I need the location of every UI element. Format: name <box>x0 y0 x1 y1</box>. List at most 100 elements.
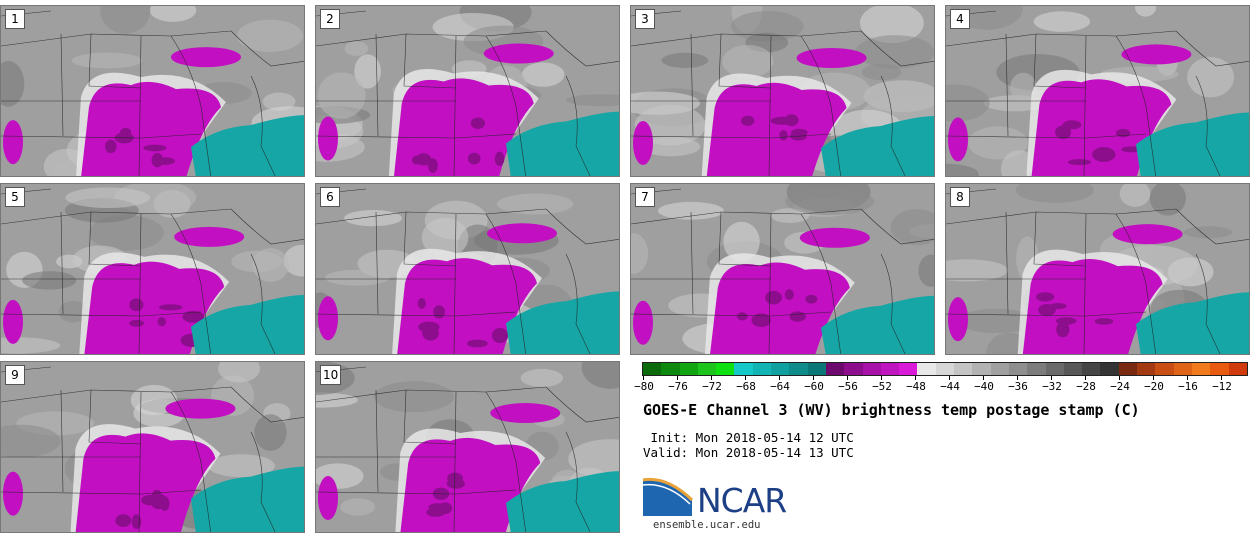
gray-region <box>354 54 381 89</box>
map-border-line <box>1 386 232 403</box>
panel-member-2: 2 <box>315 5 620 177</box>
gray-region <box>344 41 369 56</box>
colorbar-segment <box>752 363 772 375</box>
very-cold-spot <box>466 339 488 348</box>
colorbar-segment <box>789 363 808 375</box>
panel-label: 6 <box>320 187 340 207</box>
very-cold-spot <box>1094 318 1114 325</box>
panel-member-7: 7 <box>630 183 935 355</box>
gray-region <box>566 94 619 107</box>
coldest-cloud-region <box>821 295 934 354</box>
gray-region <box>1 424 61 458</box>
colorbar-tick-label: −44 <box>940 380 960 393</box>
colorbar-tick-label: −64 <box>770 380 790 393</box>
map-border-line <box>768 35 772 176</box>
gray-region <box>71 52 143 69</box>
map-border-line <box>60 389 64 493</box>
very-cold-spot <box>120 127 132 137</box>
colorbar-segment <box>661 363 680 375</box>
colorbar-segment <box>1063 363 1083 375</box>
map-border-line <box>946 311 1147 317</box>
map-border-line <box>946 133 1147 139</box>
colorbar-tick-label: −28 <box>1076 380 1096 393</box>
cold-cloud-region <box>1121 44 1192 65</box>
map-border-line <box>690 211 694 315</box>
cold-cloud-region <box>948 117 968 162</box>
gray-region <box>231 250 283 273</box>
gray-region <box>631 233 649 274</box>
cold-cloud-region <box>81 81 221 176</box>
map-border-line <box>631 208 862 225</box>
cold-cloud-region <box>487 223 558 244</box>
colorbar-tick-mark <box>915 376 916 380</box>
colorbar-segment <box>1137 363 1156 375</box>
colorbar-ticks: −80 −76 −72 −68 −64 −60 −56 −52 −48 −44 −40 −36 −32 −… <box>634 376 1248 398</box>
map-border-line <box>403 33 457 89</box>
gray-region <box>340 498 376 516</box>
valid-time: Valid: Mon 2018-05-14 13 UTC <box>643 445 854 460</box>
colorbar-segment <box>1191 363 1211 375</box>
map-border-line <box>946 30 1177 47</box>
cold-cloud-region <box>490 403 561 424</box>
panel-member-6: 6 <box>315 183 620 355</box>
very-cold-spot <box>765 290 782 305</box>
gray-region <box>731 11 804 42</box>
map-border-line <box>880 253 906 354</box>
map-border-line <box>250 431 276 532</box>
map-border-line <box>800 213 842 354</box>
colorbar-tick-mark <box>983 376 984 380</box>
very-cold-spot <box>789 311 806 322</box>
colorbar-segment <box>972 363 991 375</box>
very-cold-spot <box>428 158 438 174</box>
gray-region <box>1119 184 1151 207</box>
satellite-field-map <box>631 184 934 354</box>
colorbar-tick-mark <box>711 376 712 380</box>
colorbar-tick-mark <box>1051 376 1052 380</box>
map-border-line <box>60 33 64 137</box>
coldest-cloud-region <box>191 466 304 532</box>
very-cold-spot <box>143 144 167 152</box>
map-border-line <box>946 208 1177 225</box>
map-border-line <box>1005 211 1009 315</box>
panel-label: 7 <box>635 187 655 207</box>
cold-cloud-region <box>75 433 216 532</box>
gray-region <box>373 381 454 413</box>
cold-cloud-region <box>1112 224 1183 245</box>
cold-cloud-region <box>796 47 867 68</box>
very-cold-spot <box>411 155 422 165</box>
gray-region <box>149 6 197 22</box>
gray-region <box>58 300 88 323</box>
very-cold-spot <box>418 321 440 333</box>
map-border-line <box>138 213 142 354</box>
colorbar-segment <box>899 363 918 375</box>
gray-region <box>1187 56 1234 98</box>
map-border-line <box>1 311 202 317</box>
panel-label: 5 <box>5 187 25 207</box>
very-cold-spot <box>1067 159 1091 166</box>
panel-label: 9 <box>5 365 25 385</box>
satellite-field-map <box>316 362 619 532</box>
very-cold-spot <box>805 294 818 304</box>
gray-region <box>1 61 25 107</box>
map-border-line <box>565 431 591 532</box>
colorbar-segment <box>844 363 863 375</box>
map-border-line <box>250 253 276 354</box>
colorbar-tick-label: −72 <box>702 380 722 393</box>
colorbar-tick-mark <box>1085 376 1086 380</box>
colorbar-segment <box>716 363 735 375</box>
map-border-line <box>88 33 142 89</box>
colorbar-tick-label: −40 <box>974 380 994 393</box>
map-border-line <box>60 211 64 315</box>
gray-region <box>1183 226 1233 239</box>
colorbar-tick-mark <box>1119 376 1120 380</box>
map-border-line <box>631 311 832 317</box>
very-cold-spot <box>115 514 132 527</box>
satellite-field-map <box>946 6 1249 176</box>
map-border-line <box>1115 35 1157 176</box>
colorbar-tick-mark <box>1153 376 1154 380</box>
colorbar-segment <box>1155 363 1174 375</box>
colorbar-segment <box>917 363 936 375</box>
gray-region <box>723 221 760 262</box>
colorbar-segment <box>1228 363 1247 375</box>
cold-cloud-region <box>799 227 870 248</box>
